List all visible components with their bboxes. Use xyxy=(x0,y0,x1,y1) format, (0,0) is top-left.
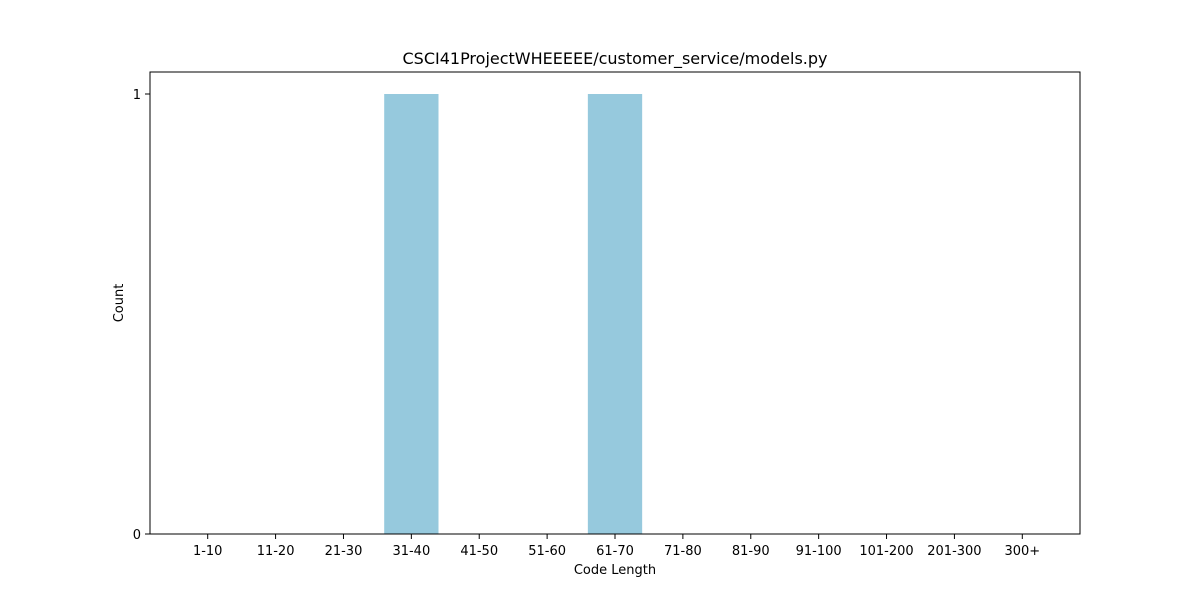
x-tick-label: 81-90 xyxy=(732,544,770,559)
x-axis-label: Code Length xyxy=(574,563,656,578)
y-axis: 01 xyxy=(133,88,150,543)
x-tick-label: 31-40 xyxy=(392,544,430,559)
chart-title: CSCI41ProjectWHEEEEE/customer_service/mo… xyxy=(402,49,827,69)
x-tick-label: 61-70 xyxy=(596,544,634,559)
x-tick-label: 201-300 xyxy=(927,544,981,559)
bar-31-40 xyxy=(384,94,439,534)
x-tick-label: 1-10 xyxy=(193,544,223,559)
y-tick-label: 0 xyxy=(133,528,141,543)
y-axis-label: Count xyxy=(112,284,127,323)
x-tick-label: 300+ xyxy=(1004,544,1040,559)
x-tick-label: 41-50 xyxy=(460,544,498,559)
bar-61-70 xyxy=(587,94,643,534)
x-tick-label: 51-60 xyxy=(528,544,566,559)
x-tick-label: 71-80 xyxy=(664,544,702,559)
x-axis: 1-10 11-20 21-30 31-40 41-50 51-60 61-70 71-80 8… xyxy=(193,534,1040,559)
x-tick-label: 91-100 xyxy=(796,544,842,559)
x-tick-label: 21-30 xyxy=(325,544,363,559)
bars-layer xyxy=(384,94,643,534)
x-tick-label: 11-20 xyxy=(257,544,295,559)
x-tick-label: 101-200 xyxy=(859,544,913,559)
y-tick-label: 1 xyxy=(133,88,141,103)
